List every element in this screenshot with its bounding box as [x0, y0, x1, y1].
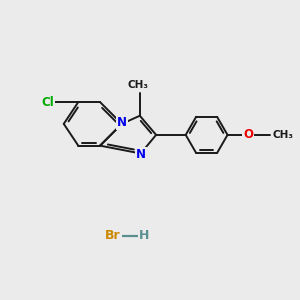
Text: O: O	[243, 128, 254, 141]
Text: CH₃: CH₃	[273, 130, 294, 140]
Text: H: H	[138, 229, 149, 242]
Text: N: N	[136, 148, 146, 161]
Text: N: N	[117, 116, 127, 129]
Text: CH₃: CH₃	[128, 80, 149, 90]
Text: Br: Br	[105, 229, 121, 242]
Text: Cl: Cl	[41, 96, 54, 109]
